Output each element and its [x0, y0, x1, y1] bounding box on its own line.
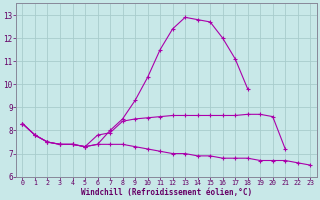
X-axis label: Windchill (Refroidissement éolien,°C): Windchill (Refroidissement éolien,°C) — [81, 188, 252, 197]
